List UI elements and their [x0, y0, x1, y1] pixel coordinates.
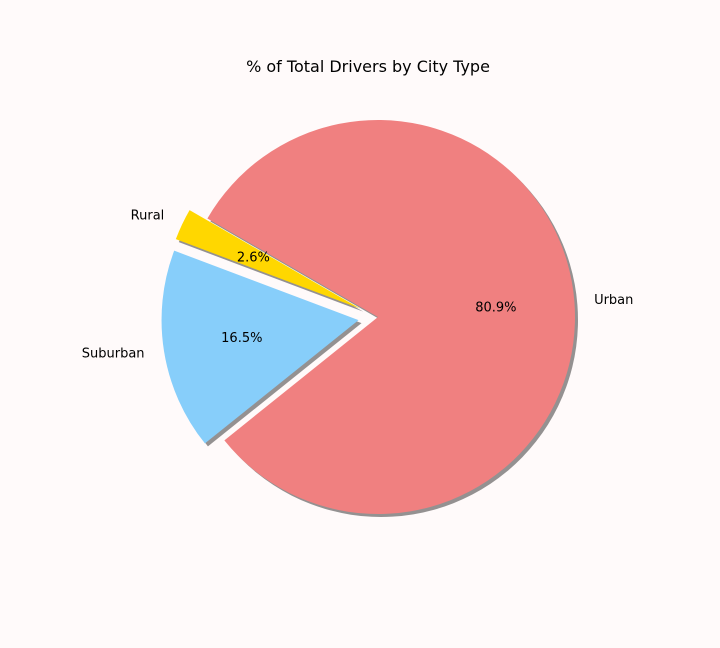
pie-slice-urban: [207, 120, 575, 515]
chart-title: % of Total Drivers by City Type: [246, 57, 490, 76]
slice-label-rural: Rural: [131, 208, 165, 223]
pie-slice-rural: [175, 210, 361, 309]
pct-label-suburban: 16.5%: [221, 331, 262, 346]
pct-label-urban: 80.9%: [475, 300, 516, 315]
slices-group: [161, 120, 575, 515]
slice-label-urban: Urban: [594, 293, 633, 308]
pie-slice-suburban: [161, 250, 359, 444]
slice-label-suburban: Suburban: [82, 347, 145, 362]
pct-label-rural: 2.6%: [237, 251, 270, 266]
labels-group: Rural 2.6% Suburban 16.5% Urban 80.9%: [82, 208, 634, 361]
